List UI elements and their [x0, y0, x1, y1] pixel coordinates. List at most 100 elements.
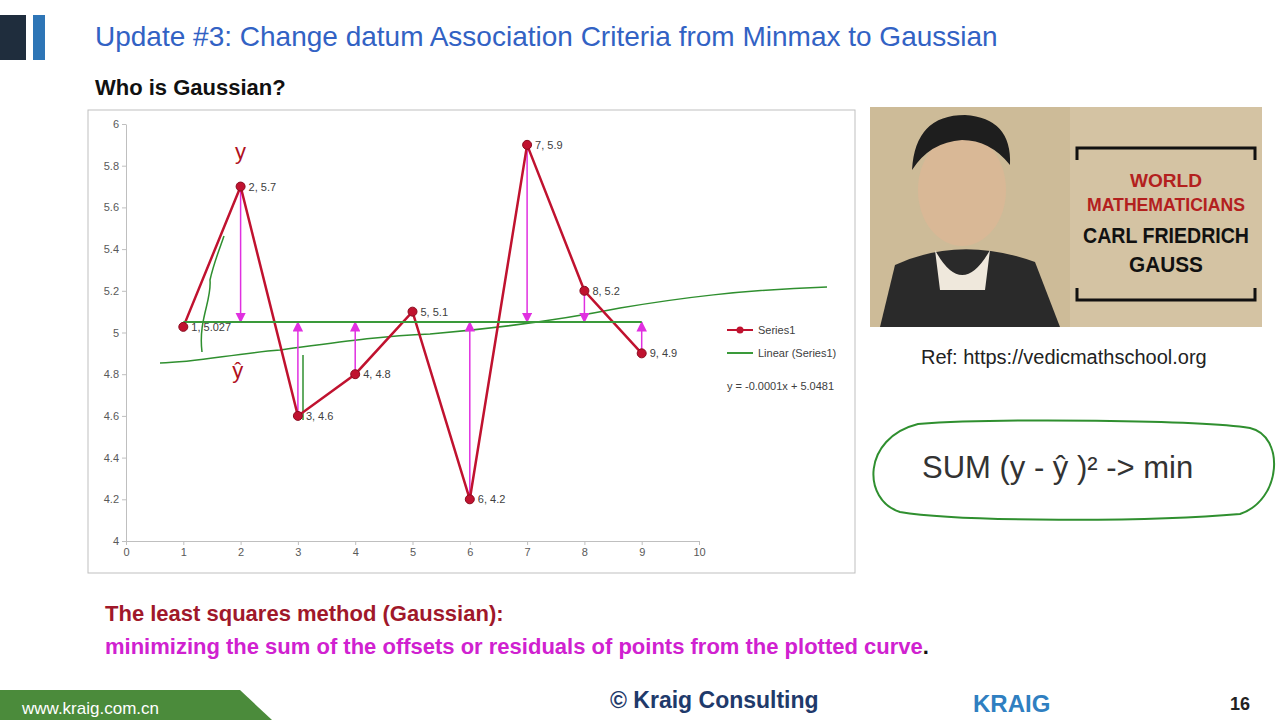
- data-label: 4, 4.8: [363, 368, 391, 380]
- x-axis-tick: 7: [525, 541, 531, 558]
- data-point: [351, 370, 360, 379]
- y-axis-tick-mark: [122, 291, 126, 292]
- x-axis-tick: 4: [353, 541, 359, 558]
- legend: Series1Linear (Series1): [727, 324, 836, 359]
- caption-body: minimizing the sum of the offsets or res…: [105, 634, 929, 659]
- portrait: WORLDMATHEMATICIANSCARL FRIEDRICHGAUSS: [870, 107, 1262, 327]
- data-point: [408, 307, 417, 316]
- x-axis-tick-mark: [241, 541, 242, 545]
- x-axis-tick-mark: [584, 541, 585, 545]
- x-axis-tick-label: 8: [582, 546, 588, 558]
- y-axis-tick: 5: [113, 327, 126, 339]
- header-block: [0, 15, 26, 60]
- y-axis-tick-mark: [122, 166, 126, 167]
- trendline-equation: y = -0.0001x + 5.0481: [727, 380, 834, 392]
- portrait-cap: [912, 115, 1010, 170]
- footer-url: www.kraig.com.cn: [21, 699, 159, 718]
- y-axis-tick: 4: [113, 535, 126, 547]
- y-axis-tick-mark: [122, 249, 126, 250]
- annotations: y = -0.0001x + 5.0481 y ŷ: [232, 139, 834, 392]
- data-label: 9, 4.9: [650, 347, 678, 359]
- x-axis-tick-label: 5: [410, 546, 416, 558]
- x-axis-tick: 8: [582, 541, 588, 558]
- data-label: 3, 4.6: [306, 410, 334, 422]
- slide-title: Update #3: Change datum Association Crit…: [95, 21, 998, 52]
- y-axis-tick-label: 5.6: [104, 201, 119, 213]
- y-axis-tick-label: 4.2: [104, 493, 119, 505]
- y-axis-tick: 5.4: [104, 243, 126, 255]
- legend-marker: [737, 327, 744, 334]
- annotation: ŷ: [232, 358, 243, 383]
- data-point: [580, 286, 589, 295]
- y-axis-tick: 6: [113, 118, 126, 130]
- footer-logo: KRAIG: [973, 690, 1050, 717]
- x-axis-tick-label: 10: [693, 546, 705, 558]
- formula: SUM (y - ŷ )² -> min: [922, 450, 1193, 485]
- x-axis-tick-mark: [642, 541, 643, 545]
- y-axis-tick-label: 5: [113, 327, 119, 339]
- data-label: 7, 5.9: [535, 139, 563, 151]
- series-line: [183, 321, 641, 323]
- x-axis-tick-mark: [355, 541, 356, 545]
- data-label: 1, 5.027: [191, 321, 231, 333]
- legend-swatch: [727, 352, 753, 354]
- y-axis-tick: 4.8: [104, 368, 126, 380]
- portrait-frame: [1077, 148, 1255, 160]
- y-axis-tick-mark: [122, 124, 126, 125]
- x-axis-tick-mark: [470, 541, 471, 545]
- residual-arrow: [469, 322, 471, 499]
- y-axis-tick: 5.2: [104, 285, 126, 297]
- formula-outline: [873, 421, 1274, 520]
- y-axis-tick-label: 5.4: [104, 243, 119, 255]
- legend-label: Linear (Series1): [758, 347, 836, 359]
- x-axis-tick-mark: [183, 541, 184, 545]
- data-label: 5, 5.1: [421, 306, 449, 318]
- data-point: [637, 349, 646, 358]
- data-label: 2, 5.7: [249, 181, 277, 193]
- x-axis-tick: 3: [295, 541, 301, 558]
- portrait-coat: [880, 249, 1060, 327]
- x-axis-tick-label: 3: [295, 546, 301, 558]
- data-point: [523, 140, 532, 149]
- data-label: 8, 5.2: [592, 285, 620, 297]
- residual-arrow: [297, 322, 299, 416]
- page-number: 16: [1230, 694, 1250, 714]
- annotation: y: [235, 139, 246, 164]
- x-axis-tick-label: 6: [467, 546, 473, 558]
- y-axis-tick-mark: [122, 499, 126, 500]
- y-axis-tick-mark: [122, 458, 126, 459]
- x-axis-tick: 2: [238, 541, 244, 558]
- y-axis-tick-label: 4.6: [104, 410, 119, 422]
- residual-arrow: [354, 322, 356, 374]
- x-axis-tick-mark: [699, 541, 700, 545]
- chart: 0 1 2 3 4 5 6 7 8 9 10 4 4.2 4.4 4.6 4.8 5 5.2 5.4 5.6 5.8 6 1…: [88, 110, 855, 573]
- hand-sketch-stroke: [302, 355, 304, 420]
- series-line: [183, 145, 641, 499]
- portrait-text: CARL FRIEDRICH: [1083, 223, 1249, 248]
- y-axis-tick-mark: [122, 207, 126, 208]
- data-labels: 1, 5.027 2, 5.7 3, 4.6 4, 4.8 5, 5.1 6, 4.2 7,…: [191, 139, 677, 505]
- y-axis-tick: 5.8: [104, 160, 126, 172]
- x-axis-tick-label: 9: [639, 546, 645, 558]
- portrait-text: WORLD: [1130, 171, 1202, 191]
- data-label: 6, 4.2: [478, 493, 506, 505]
- x-axis-tick-label: 2: [238, 546, 244, 558]
- y-axis-tick-label: 4.4: [104, 452, 119, 464]
- y-axis-tick-mark: [122, 541, 126, 542]
- y-axis-tick-label: 5.2: [104, 285, 119, 297]
- x-axis-tick: 1: [181, 541, 187, 558]
- portrait-collar: [935, 250, 990, 290]
- x-axis-tick-mark: [413, 541, 414, 545]
- portrait-text: MATHEMATICIANS: [1087, 195, 1245, 215]
- y-axis: 4 4.2 4.4 4.6 4.8 5 5.2 5.4 5.6 5.8 6: [104, 118, 127, 547]
- portrait-frame: [1077, 288, 1255, 300]
- slide-subtitle: Who is Gaussian?: [95, 75, 286, 100]
- y-axis-tick-label: 4.8: [104, 368, 119, 380]
- data-point: [293, 411, 302, 420]
- x-axis-tick-label: 4: [353, 546, 359, 558]
- x-axis-tick: 0: [123, 541, 129, 558]
- x-axis-tick-mark: [298, 541, 299, 545]
- data-point: [179, 322, 188, 331]
- residual-arrow: [526, 145, 528, 322]
- y-axis-tick-label: 5.8: [104, 160, 119, 172]
